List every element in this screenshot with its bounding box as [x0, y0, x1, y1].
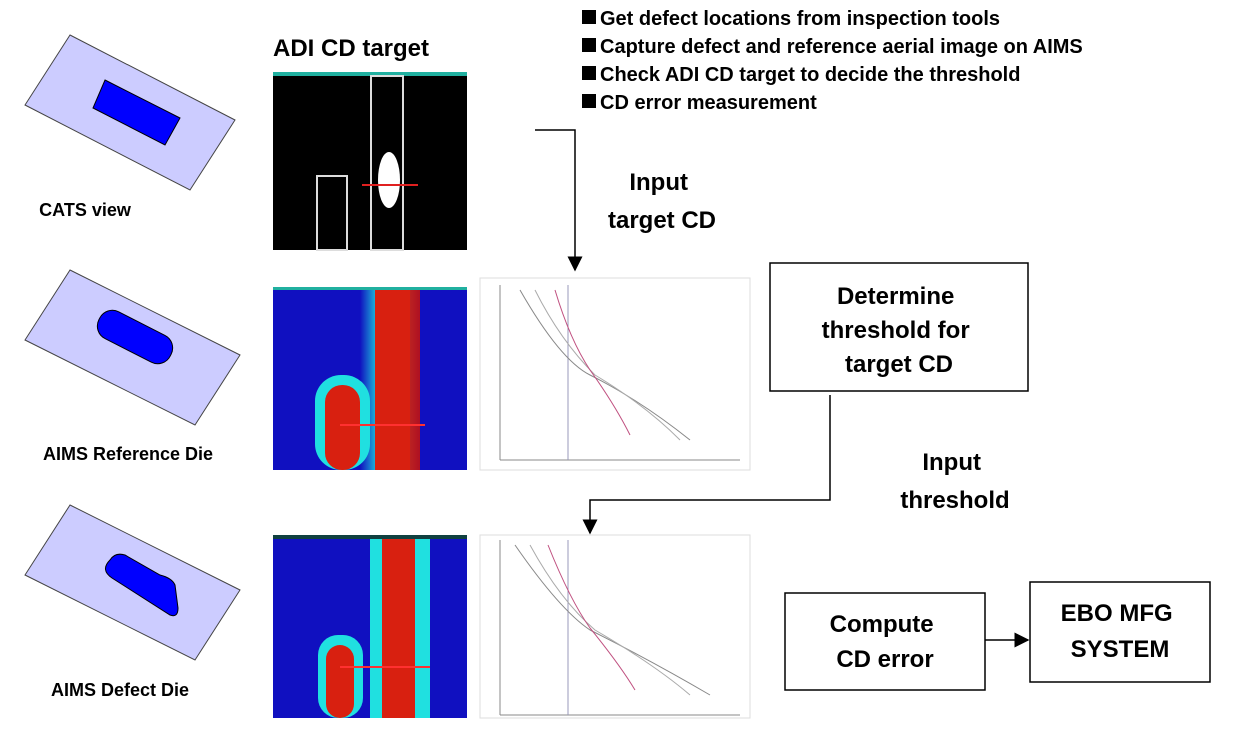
step-box-text: EBO MFG SYSTEM	[1061, 600, 1180, 663]
text-line: Determine	[837, 283, 954, 310]
bullet-list: Get defect locations from inspection too…	[582, 8, 1083, 114]
adi-title: ADI CD target	[273, 35, 429, 62]
text-line: threshold	[900, 487, 1009, 514]
defect-aerial-image	[273, 535, 467, 718]
reference-aerial-image	[273, 287, 467, 470]
text-line: Input	[922, 449, 981, 476]
reference-die-icon	[24, 269, 241, 426]
step-box	[784, 592, 986, 691]
bullet	[582, 66, 596, 80]
text-line: SYSTEM	[1071, 636, 1170, 663]
bullet	[582, 94, 596, 108]
bullet-text: Capture defect and reference aerial imag…	[600, 36, 1083, 58]
text-line: Input	[629, 169, 688, 196]
text-line: target CD	[845, 351, 953, 378]
step-label: Input target CD	[608, 169, 716, 234]
step-box-text: Determine threshold for target CD	[822, 283, 977, 378]
view-label: CATS view	[39, 200, 132, 220]
arrow	[582, 395, 831, 535]
threshold-plot	[479, 277, 751, 471]
text-line: threshold for	[822, 317, 970, 344]
bullet	[582, 38, 596, 52]
bullet-text: Check ADI CD target to decide the thresh…	[600, 64, 1020, 86]
step-box	[769, 262, 1029, 392]
threshold-plot	[479, 534, 751, 719]
step-box-text: Compute CD error	[830, 611, 941, 673]
adi-image	[273, 72, 467, 251]
text-line: Compute	[830, 611, 934, 638]
bullet-text: Get defect locations from inspection too…	[600, 8, 1000, 30]
bullet-text: CD error measurement	[600, 92, 817, 114]
text-line: CD error	[836, 646, 933, 673]
defect-die-icon	[24, 504, 241, 661]
text-line: EBO MFG	[1061, 600, 1173, 627]
bullet	[582, 10, 596, 24]
arrow	[535, 129, 583, 272]
step-box	[1029, 581, 1211, 683]
cats-view-icon	[24, 34, 236, 191]
view-label: AIMS Reference Die	[43, 444, 213, 464]
text-line: target CD	[608, 207, 716, 234]
view-label: AIMS Defect Die	[51, 680, 189, 700]
step-label: Input threshold	[900, 449, 1009, 514]
